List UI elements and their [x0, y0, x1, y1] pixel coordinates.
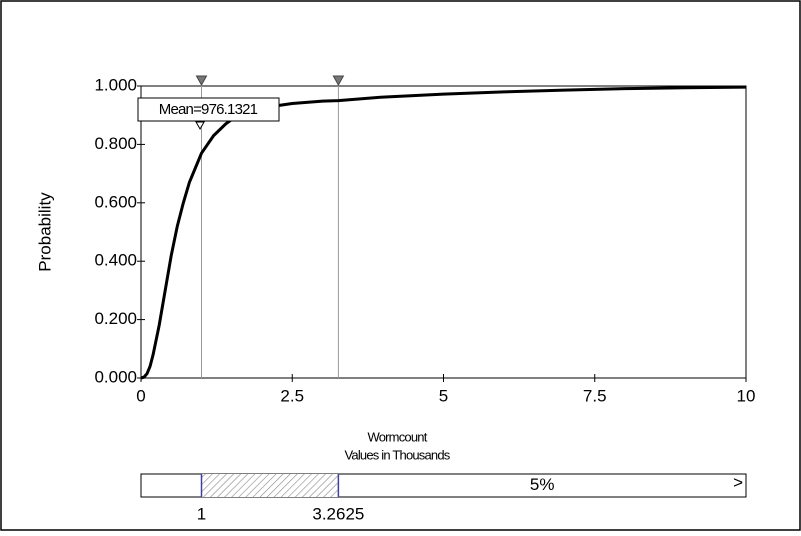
x-tick-label: 5 [439, 386, 448, 405]
x-tick-label: 2.5 [280, 386, 304, 405]
x-axis-sublabel: Values in Thousands [344, 447, 450, 462]
x-tick-label: 10 [737, 386, 756, 405]
cdf-line [140, 85, 747, 380]
band-marker-label: 3.2625 [312, 504, 364, 523]
band-middle [201, 474, 339, 497]
x-axis-label: Wormcount [367, 429, 427, 444]
y-tick-label: 0.200 [94, 309, 137, 328]
band-marker-label: 1 [197, 504, 206, 523]
y-tick-label: 0.000 [94, 367, 137, 386]
right-arrow: > [733, 473, 743, 492]
mean-marker [195, 121, 205, 131]
mean-label: Mean=976.1321 [159, 101, 258, 118]
y-axis-label: Probability [35, 192, 54, 272]
x-tick-label: 0 [136, 386, 145, 405]
y-tick-label: 0.600 [94, 192, 137, 211]
y-tick-label: 1.000 [94, 75, 137, 94]
y-tick-label: 0.400 [94, 251, 137, 270]
mean-box [137, 97, 280, 122]
marker-handle [195, 75, 208, 87]
marker-handle [332, 75, 345, 87]
right-percent: 5% [530, 475, 555, 494]
x-tick-label: 7.5 [583, 386, 607, 405]
plot-frame [140, 85, 747, 379]
y-tick-label: 0.800 [94, 134, 137, 153]
